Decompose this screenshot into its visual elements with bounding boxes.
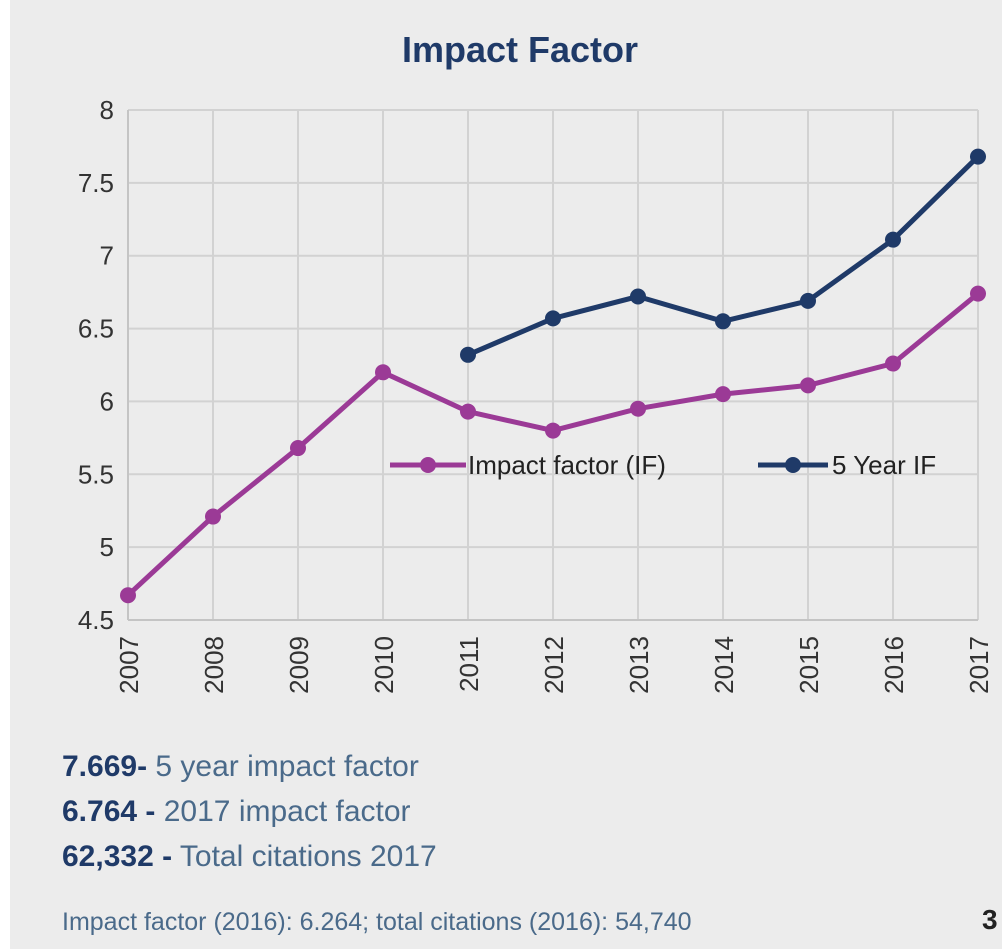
legend-swatch-marker — [420, 457, 436, 473]
data-point — [205, 508, 221, 525]
data-point — [800, 377, 816, 394]
data-point — [460, 346, 476, 363]
stat-label: 2017 impact factor — [155, 795, 411, 828]
data-point — [970, 285, 986, 302]
page-number: 3 — [982, 904, 998, 935]
legend-swatch-marker — [785, 457, 801, 473]
x-tick-label: 2015 — [794, 636, 824, 694]
stat-label: Total citations 2017 — [172, 840, 437, 873]
stat-2017-if: 6.764 - 2017 impact factor — [62, 795, 411, 829]
stat-five-year-if: 7.669- 5 year impact factor — [62, 750, 419, 784]
stat-separator: - — [153, 840, 173, 873]
chart-panel: Impact Factor 4.5 5 5.5 6 6.5 7 7.5 8 2007 2008 200… — [10, 0, 1002, 949]
x-tick-label: 2009 — [284, 636, 314, 694]
y-tick-label: 7 — [100, 241, 114, 271]
data-point — [375, 364, 391, 381]
y-tick-label: 7.5 — [78, 168, 114, 198]
y-tick-label: 4.5 — [78, 605, 114, 635]
footnote: Impact factor (2016): 6.264; total citat… — [62, 908, 692, 936]
y-tick-label: 5.5 — [78, 459, 114, 489]
data-point — [715, 386, 731, 403]
data-point — [800, 292, 816, 309]
data-point — [630, 288, 646, 305]
legend-label: 5 Year IF — [832, 450, 936, 480]
data-point — [715, 313, 731, 330]
stat-separator: - — [137, 750, 148, 783]
stat-value: 7.669 — [62, 750, 138, 783]
impact-factor-chart: Impact Factor 4.5 5 5.5 6 6.5 7 7.5 8 2007 2008 200… — [78, 29, 994, 694]
x-tick-label: 2017 — [964, 636, 994, 694]
chart-title: Impact Factor — [402, 29, 638, 70]
x-tick-label: 2013 — [624, 636, 654, 694]
x-tick-label: 2011 — [454, 636, 484, 692]
x-tick-label: 2007 — [114, 636, 144, 694]
y-tick-label: 5 — [100, 532, 114, 562]
data-point — [885, 355, 901, 372]
x-tick-label: 2014 — [709, 636, 739, 694]
y-tick-label: 8 — [100, 95, 114, 125]
y-tick-label: 6.5 — [78, 314, 114, 344]
stat-total-citations: 62,332 - Total citations 2017 — [62, 840, 437, 874]
legend-label: Impact factor (IF) — [468, 450, 666, 480]
data-point — [630, 400, 646, 417]
x-tick-label: 2010 — [369, 636, 399, 694]
data-point — [545, 310, 561, 327]
data-point — [290, 440, 306, 457]
data-point — [460, 403, 476, 420]
data-point — [545, 422, 561, 439]
stat-value: 6.764 — [62, 795, 138, 828]
data-point — [970, 148, 986, 165]
stat-separator: - — [137, 795, 156, 828]
x-tick-label: 2008 — [199, 636, 229, 694]
x-tick-label: 2012 — [539, 636, 569, 694]
data-point — [885, 231, 901, 248]
stat-value: 62,332 — [62, 840, 154, 873]
y-tick-label: 6 — [100, 386, 114, 416]
data-point — [120, 587, 136, 604]
x-tick-label: 2016 — [879, 636, 909, 694]
stat-label: 5 year impact factor — [147, 750, 419, 783]
